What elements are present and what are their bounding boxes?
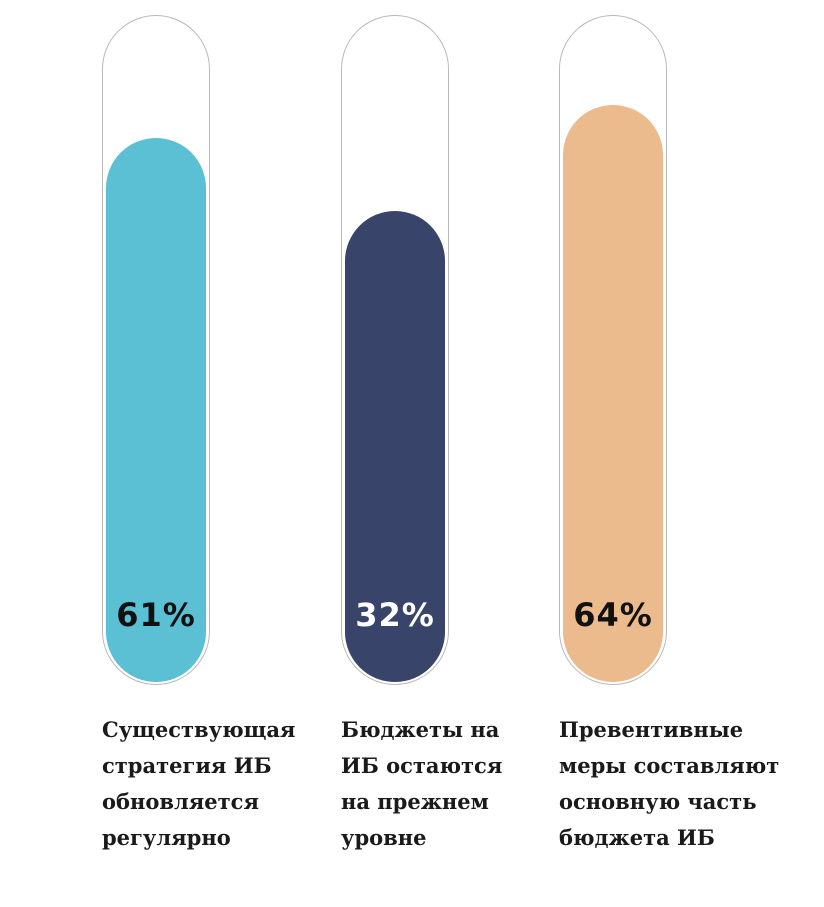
bar-column-3: 64% Превентивные меры составляют основну…: [559, 0, 819, 907]
bar-caption-2: Бюджеты на ИБ остаются на прежнем уровне: [341, 717, 503, 850]
bar-value-label-2: 32%: [355, 596, 435, 634]
bar-fill-2: [345, 211, 445, 682]
bar-track-2: 32%: [341, 15, 449, 685]
bar-fill-3: [563, 105, 663, 682]
bar-value-label-3: 64%: [573, 596, 653, 634]
bar-value-label-1: 61%: [116, 596, 196, 634]
bar-caption-1: Существующая стратегия ИБ обновляется ре…: [102, 717, 296, 850]
bar-fill-1: [106, 138, 206, 682]
bar-column-1: 61% Существующая стратегия ИБ обновляетс…: [102, 0, 362, 907]
bar-column-2: 32% Бюджеты на ИБ остаются на прежнем ур…: [341, 0, 601, 907]
bar-track-1: 61%: [102, 15, 210, 685]
bar-track-3: 64%: [559, 15, 667, 685]
bar-caption-3: Превентивные меры составляют основную ча…: [559, 717, 780, 850]
